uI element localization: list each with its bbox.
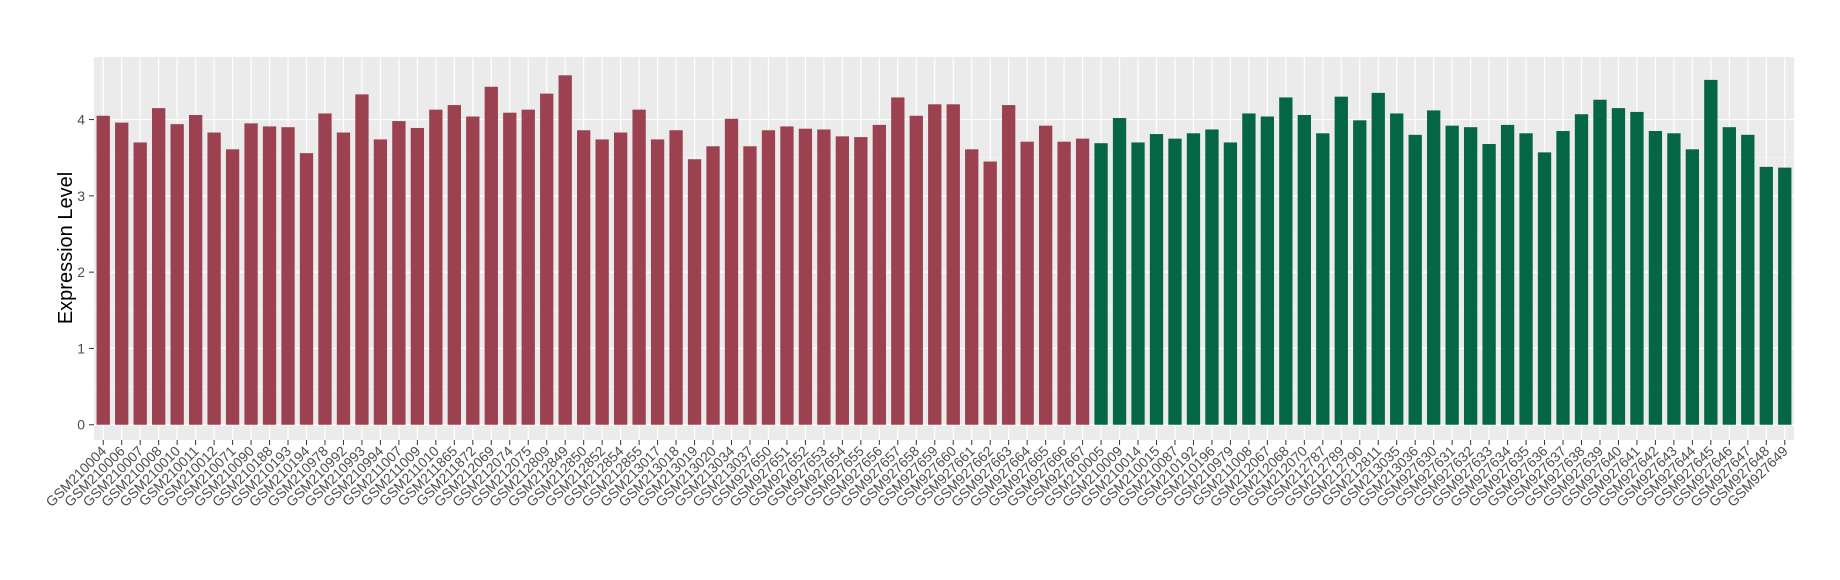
bar	[336, 132, 351, 425]
bar	[521, 109, 535, 425]
bar	[965, 149, 979, 425]
bar	[577, 130, 591, 425]
bar	[96, 115, 110, 425]
bar	[392, 121, 406, 425]
bar	[1002, 105, 1016, 425]
bar	[1648, 131, 1663, 425]
y-axis-label: Expression Level	[55, 172, 77, 324]
bar	[706, 146, 720, 425]
y-tick-label: 1	[77, 340, 85, 356]
bar	[262, 126, 277, 425]
bar	[1537, 152, 1552, 425]
bar	[1371, 92, 1385, 425]
bar	[170, 124, 184, 425]
bar	[115, 122, 129, 425]
bar	[632, 109, 646, 425]
bar	[1408, 134, 1422, 425]
bar	[484, 86, 498, 425]
bar	[891, 97, 905, 425]
bar	[595, 139, 609, 425]
bar	[1094, 143, 1108, 425]
y-tick-label: 0	[77, 417, 85, 433]
bar	[1482, 143, 1496, 425]
bar	[1353, 120, 1367, 425]
bar	[854, 137, 868, 425]
bar	[1149, 134, 1164, 425]
bar	[1020, 141, 1034, 425]
bar	[1741, 134, 1755, 425]
bar	[1279, 97, 1293, 425]
bar	[558, 75, 572, 425]
bar	[1390, 113, 1404, 425]
bar	[1704, 79, 1718, 425]
bar	[447, 105, 461, 425]
bar	[1223, 142, 1238, 425]
y-tick-label: 4	[77, 112, 85, 128]
bar	[909, 115, 923, 425]
bar	[1574, 114, 1589, 425]
bar	[1334, 96, 1348, 425]
bar	[1205, 129, 1219, 425]
bar	[1260, 116, 1275, 425]
bar	[1759, 166, 1773, 425]
bar	[1685, 149, 1700, 425]
bar	[1168, 138, 1182, 425]
bar	[1722, 127, 1736, 425]
bar	[983, 161, 997, 425]
bar	[152, 108, 166, 425]
bar	[299, 153, 314, 425]
bar	[1297, 114, 1311, 425]
bar	[1186, 133, 1201, 425]
bar	[872, 124, 886, 425]
bar	[780, 126, 794, 425]
bar	[835, 136, 850, 425]
bar	[1057, 141, 1071, 425]
bar	[1611, 108, 1626, 425]
bar	[928, 104, 942, 425]
bar	[761, 130, 776, 425]
bar	[743, 146, 757, 425]
bar	[1242, 113, 1256, 425]
bar	[1038, 125, 1053, 425]
bar	[1556, 131, 1570, 425]
bar	[1075, 138, 1090, 425]
bar	[503, 112, 517, 425]
bar	[613, 132, 628, 425]
bar	[650, 139, 665, 425]
bar	[244, 123, 258, 425]
bar	[1131, 142, 1145, 425]
bar	[817, 129, 831, 425]
bar	[225, 149, 240, 425]
bar	[669, 130, 683, 425]
bar	[1667, 133, 1681, 425]
bar	[188, 114, 203, 425]
bar	[1519, 133, 1533, 425]
bar	[1630, 111, 1644, 425]
bar	[429, 109, 443, 425]
bar	[133, 142, 147, 425]
bar	[946, 104, 960, 425]
bar	[687, 159, 702, 425]
bar	[1316, 133, 1330, 425]
bar	[1463, 127, 1478, 425]
bar	[798, 128, 813, 425]
bar	[355, 94, 369, 425]
bar	[281, 127, 295, 425]
bar	[318, 113, 332, 425]
y-tick-label: 2	[77, 264, 85, 280]
bar	[1427, 110, 1441, 425]
y-tick-label: 3	[77, 188, 85, 204]
bar	[1112, 118, 1127, 425]
bar	[1593, 99, 1607, 425]
bar	[207, 132, 221, 425]
bar	[410, 127, 425, 425]
bar	[724, 118, 739, 425]
bar	[1500, 124, 1515, 425]
bar	[466, 116, 480, 425]
bar	[540, 93, 554, 425]
bar	[1445, 125, 1459, 425]
bar	[373, 139, 388, 425]
bar	[1778, 167, 1792, 425]
